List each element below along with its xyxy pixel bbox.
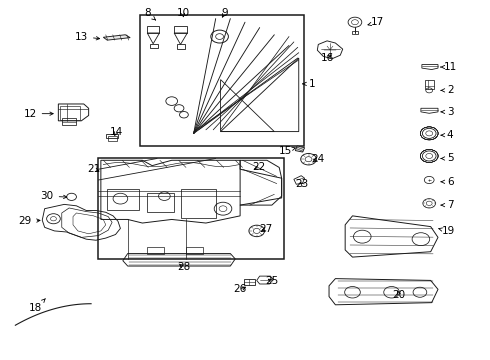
Text: 19: 19 [439, 226, 455, 236]
Text: 26: 26 [234, 284, 247, 294]
Text: 11: 11 [441, 62, 457, 72]
Text: 30: 30 [41, 191, 67, 201]
Text: 8: 8 [144, 8, 156, 20]
Text: 10: 10 [176, 8, 190, 18]
Text: 3: 3 [441, 107, 454, 117]
Bar [60, 106, 80, 120]
Bar [147, 193, 174, 212]
Bar [147, 247, 164, 253]
Text: 6: 6 [441, 177, 454, 187]
Text: 12: 12 [24, 109, 53, 119]
Text: 27: 27 [259, 224, 272, 234]
Text: 25: 25 [265, 276, 278, 286]
Text: 18: 18 [29, 298, 46, 314]
Text: 28: 28 [177, 262, 190, 272]
Text: 23: 23 [295, 179, 309, 189]
Bar [107, 189, 139, 211]
Bar [108, 136, 117, 140]
Text: 22: 22 [252, 162, 265, 172]
Text: 20: 20 [392, 290, 405, 300]
Polygon shape [103, 35, 130, 40]
Text: 1: 1 [303, 79, 315, 89]
Text: 13: 13 [74, 32, 99, 41]
Bar [351, 31, 358, 34]
Bar [186, 247, 203, 253]
Bar [98, 158, 284, 259]
Text: 15: 15 [278, 145, 295, 156]
Bar [140, 15, 304, 146]
Text: 21: 21 [87, 164, 100, 174]
Text: 29: 29 [19, 216, 40, 226]
Text: 14: 14 [110, 127, 123, 136]
Bar [244, 279, 255, 285]
Text: 24: 24 [311, 154, 324, 164]
Polygon shape [295, 146, 305, 152]
Text: 9: 9 [221, 8, 228, 18]
Text: 17: 17 [368, 17, 385, 27]
Text: 16: 16 [320, 53, 334, 63]
Bar [181, 189, 216, 218]
Bar [425, 80, 434, 89]
Text: 4: 4 [441, 130, 454, 140]
Bar [62, 118, 76, 126]
Text: 7: 7 [441, 200, 454, 210]
Text: 2: 2 [441, 85, 454, 95]
Text: 5: 5 [441, 153, 454, 163]
